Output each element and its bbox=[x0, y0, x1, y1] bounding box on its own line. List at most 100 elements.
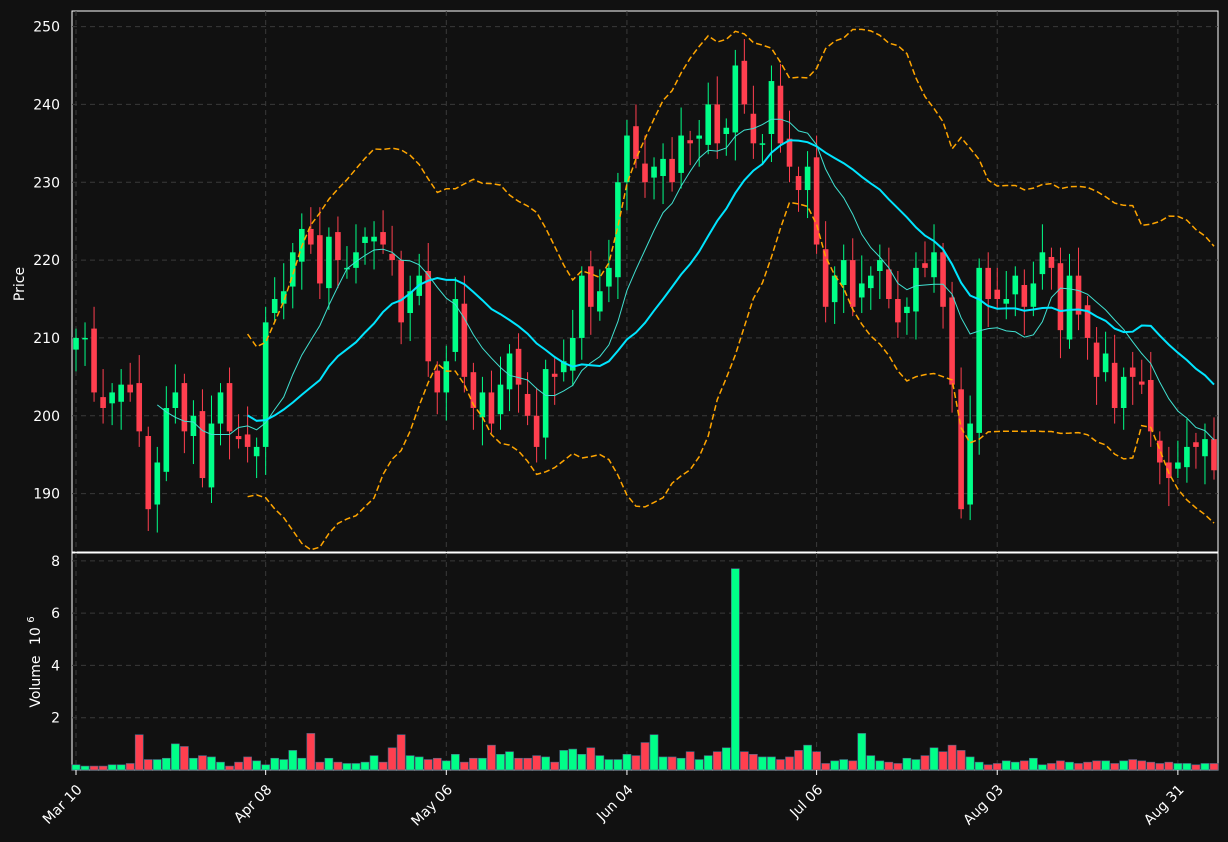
volume-bar bbox=[1164, 761, 1174, 771]
volume-bar bbox=[983, 764, 993, 771]
candle-body bbox=[190, 415, 197, 437]
volume-bar bbox=[315, 761, 325, 771]
candle-body bbox=[687, 140, 693, 144]
volume-bar bbox=[929, 747, 939, 771]
volume-bar bbox=[767, 756, 776, 771]
volume-bar bbox=[225, 765, 234, 771]
volume-bar bbox=[749, 754, 758, 771]
volume-bar bbox=[342, 763, 352, 771]
candle-body bbox=[633, 126, 639, 159]
candle-body bbox=[407, 291, 413, 314]
candle-body bbox=[109, 392, 115, 404]
volume-bar bbox=[622, 754, 632, 771]
candle-body bbox=[922, 263, 928, 268]
volume-bar bbox=[288, 750, 298, 771]
price-tick-label: 250 bbox=[33, 20, 60, 36]
volume-bar bbox=[333, 761, 343, 771]
price-tick-label: 220 bbox=[33, 253, 60, 269]
candle-body bbox=[1211, 439, 1217, 471]
candle-body bbox=[1084, 305, 1091, 338]
volume-bar bbox=[685, 751, 695, 771]
volume-bar bbox=[469, 757, 478, 771]
candle-body bbox=[163, 407, 170, 472]
volume-bar bbox=[432, 757, 442, 771]
candle-body bbox=[145, 436, 152, 510]
candle-body bbox=[1120, 376, 1127, 408]
candle-body bbox=[913, 267, 919, 312]
candle-body bbox=[651, 166, 657, 178]
candle-body bbox=[1003, 299, 1010, 304]
candle-body bbox=[362, 236, 368, 243]
volume-bar bbox=[902, 757, 912, 771]
candle-body bbox=[958, 389, 964, 510]
volume-bar bbox=[441, 760, 451, 771]
volume-bar bbox=[71, 764, 81, 771]
volume-bar bbox=[243, 756, 252, 771]
candle-body bbox=[524, 393, 531, 416]
candle-body bbox=[533, 415, 540, 447]
candle-body bbox=[1147, 379, 1154, 432]
volume-bar bbox=[414, 756, 424, 771]
candle-body bbox=[1075, 275, 1082, 315]
candle-body bbox=[588, 266, 594, 307]
volume-bar bbox=[911, 759, 921, 771]
candle-body bbox=[244, 434, 251, 447]
candle-body bbox=[1202, 439, 1208, 457]
candle-body bbox=[226, 383, 233, 432]
volume-bar bbox=[80, 765, 90, 771]
candle-body bbox=[326, 236, 332, 289]
volume-bar bbox=[785, 756, 794, 771]
upper-bollinger-band bbox=[246, 28, 1215, 348]
candle-body bbox=[262, 322, 269, 447]
volume-plot-area bbox=[71, 552, 1219, 771]
volume-bar bbox=[658, 756, 668, 771]
candle-body bbox=[181, 383, 188, 432]
volume-bar bbox=[1110, 763, 1119, 771]
volume-bar bbox=[1038, 764, 1047, 771]
volume-bar bbox=[505, 751, 514, 771]
candle-body bbox=[759, 143, 766, 145]
volume-bar bbox=[423, 759, 433, 771]
candle-body bbox=[967, 423, 973, 505]
candle-body bbox=[461, 303, 468, 377]
candle-body bbox=[741, 60, 748, 105]
volume-bar bbox=[1128, 759, 1138, 771]
volume-bar bbox=[640, 742, 650, 771]
candle-body bbox=[470, 372, 477, 408]
candle-body bbox=[669, 158, 675, 183]
volume-tick-label: 6 bbox=[51, 606, 60, 622]
candle-body bbox=[380, 232, 386, 245]
volume-bar bbox=[532, 755, 541, 771]
candle-body bbox=[714, 104, 721, 144]
candle-body bbox=[154, 462, 161, 505]
volume-bar bbox=[1056, 760, 1065, 771]
candle-body bbox=[1166, 462, 1172, 479]
candle-body bbox=[136, 383, 143, 432]
volume-bar bbox=[189, 757, 198, 771]
price-tick-label: 200 bbox=[33, 409, 60, 425]
volume-bar bbox=[866, 755, 876, 771]
volume-bar bbox=[98, 765, 108, 771]
volume-bar bbox=[1173, 763, 1183, 771]
volume-bar bbox=[721, 747, 731, 771]
candle-body bbox=[1066, 275, 1073, 340]
volume-bar bbox=[550, 761, 559, 771]
volume-scale-base: 10 bbox=[28, 627, 44, 645]
candle-body bbox=[777, 85, 784, 144]
candle-body bbox=[895, 299, 901, 323]
candle-body bbox=[235, 436, 242, 440]
volume-panel: 2 4 6 8 bbox=[51, 552, 1219, 771]
volume-bar bbox=[1020, 760, 1029, 771]
candle-body bbox=[253, 446, 260, 457]
volume-bar bbox=[261, 764, 270, 771]
candle-body bbox=[506, 353, 513, 390]
volume-bar bbox=[207, 756, 216, 771]
volume-bar bbox=[595, 755, 605, 771]
candle-body bbox=[452, 299, 459, 352]
volume-bar bbox=[234, 761, 243, 771]
volume-bar bbox=[1092, 760, 1101, 771]
candle-body bbox=[479, 392, 486, 418]
volume-bar bbox=[1137, 760, 1147, 771]
price-tick-label: 210 bbox=[33, 331, 60, 347]
candle-body bbox=[199, 411, 206, 479]
